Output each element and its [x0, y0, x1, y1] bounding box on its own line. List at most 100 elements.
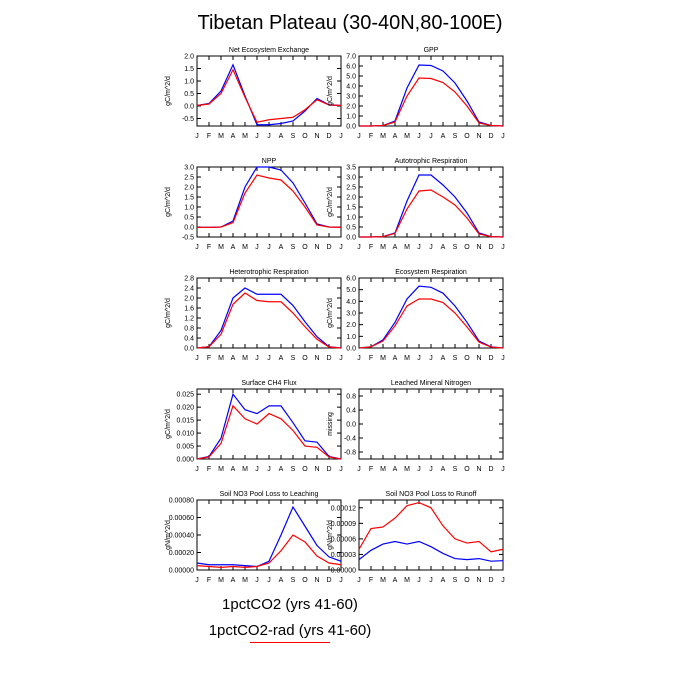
- x-tick-label: M: [218, 466, 224, 473]
- y-tick-label: 1.0: [346, 114, 356, 121]
- plot-frame: [196, 55, 342, 127]
- x-tick-label: J: [357, 466, 361, 473]
- x-tick-label: J: [417, 244, 421, 251]
- x-tick-label: J: [339, 355, 343, 362]
- series-line-red: [359, 77, 504, 127]
- x-tick-label: F: [207, 577, 211, 584]
- y-tick-label: 3.0: [346, 311, 356, 318]
- x-tick-label: M: [380, 244, 386, 251]
- x-tick-label: S: [453, 244, 458, 251]
- x-tick-label: J: [339, 466, 343, 473]
- x-tick-label: S: [291, 577, 296, 584]
- y-tick-label: 0.00060: [169, 515, 194, 522]
- x-tick-label: A: [279, 133, 284, 140]
- y-tick-label: 0.000: [176, 457, 194, 464]
- x-tick-label: A: [279, 466, 284, 473]
- x-tick-label: J: [357, 133, 361, 140]
- x-tick-label: J: [255, 577, 259, 584]
- x-tick-label: D: [488, 244, 493, 251]
- plot-frame: [358, 277, 504, 349]
- series-line-blue: [196, 392, 342, 460]
- y-tick-label: 0.00000: [169, 568, 194, 575]
- x-tick-label: M: [380, 466, 386, 473]
- y-tick-label: 0.010: [176, 431, 194, 438]
- x-tick-label: J: [267, 577, 271, 584]
- x-tick-label: J: [417, 133, 421, 140]
- series-line-red: [358, 501, 504, 553]
- x-tick-label: S: [453, 466, 458, 473]
- x-tick-label: O: [302, 244, 308, 251]
- x-tick-label: S: [291, 133, 296, 140]
- x-tick-label: N: [314, 133, 319, 140]
- y-tick-label: -0.5: [182, 235, 194, 242]
- y-axis-label: gC/m^2/d: [165, 409, 172, 439]
- y-tick-label: 2.4: [184, 286, 194, 293]
- x-tick-label: A: [441, 355, 446, 362]
- x-tick-label: M: [380, 133, 386, 140]
- panel-10: Soil NO3 Pool Loss to Runoff 0.00012 0.000…: [327, 491, 505, 584]
- y-tick-label: 3.5: [346, 165, 356, 172]
- panel-1: Net Ecosystem Exchange 2.0 1.5 1.0 0.5 0.0 -0.…: [165, 47, 343, 140]
- panel-title: Heterotrophic Respiration: [229, 269, 308, 276]
- x-tick-label: J: [195, 355, 199, 362]
- y-tick-label: 0.00006: [331, 536, 356, 543]
- x-tick-label: M: [218, 244, 224, 251]
- x-tick-label: A: [441, 244, 446, 251]
- y-tick-label: 1.0: [184, 79, 194, 86]
- y-tick-label: 0.00009: [331, 521, 356, 528]
- x-tick-label: A: [393, 355, 398, 362]
- x-tick-label: J: [195, 466, 199, 473]
- x-tick-label: M: [242, 577, 248, 584]
- x-tick-label: A: [441, 466, 446, 473]
- x-tick-label: J: [267, 355, 271, 362]
- y-tick-label: 2.5: [346, 185, 356, 192]
- x-tick-label: S: [453, 133, 458, 140]
- panel-4: Autotrophic Respiration 3.5 3.0 2.5 2.0 1.5 1.…: [327, 158, 505, 251]
- plot-frame: [196, 499, 342, 571]
- x-tick-label: O: [464, 244, 470, 251]
- x-tick-label: M: [404, 133, 410, 140]
- y-tick-label: 3.0: [346, 94, 356, 101]
- legend-entry-1pctco2-rad: 1pctCO2-rad (yrs 41-60): [208, 622, 372, 639]
- panel-6: Ecosystem Respiration 6.0 5.0 4.0 3.0 2.0 1.0 0…: [327, 269, 505, 362]
- x-tick-label: J: [501, 466, 505, 473]
- x-tick-label: F: [369, 133, 373, 140]
- x-tick-label: D: [488, 355, 493, 362]
- series-line-red: [359, 189, 504, 238]
- y-tick-label: 0.5: [346, 225, 356, 232]
- x-tick-label: J: [429, 355, 433, 362]
- x-tick-label: A: [279, 244, 284, 251]
- y-tick-label: 6.0: [346, 64, 356, 71]
- x-tick-label: M: [380, 577, 386, 584]
- y-tick-label: 0.0: [184, 346, 194, 353]
- x-tick-label: D: [488, 577, 493, 584]
- series-line-blue: [358, 540, 504, 562]
- x-tick-label: A: [393, 466, 398, 473]
- y-tick-label: 0.8: [184, 326, 194, 333]
- plot-frame: [358, 55, 504, 127]
- x-tick-label: J: [501, 244, 505, 251]
- series-line-red: [197, 174, 342, 228]
- plot-frame: [358, 388, 504, 460]
- panel-title: Net Ecosystem Exchange: [229, 47, 309, 54]
- y-axis-label: gN/m^2/d: [165, 520, 172, 550]
- x-tick-label: S: [291, 244, 296, 251]
- series-line-red: [196, 292, 342, 349]
- series-line-red: [358, 298, 504, 349]
- x-tick-label: D: [326, 244, 331, 251]
- x-tick-label: F: [207, 133, 211, 140]
- x-tick-label: O: [302, 355, 308, 362]
- x-tick-label: N: [314, 355, 319, 362]
- panel-title: Ecosystem Respiration: [395, 269, 467, 276]
- series-line-red: [196, 534, 342, 568]
- y-axis-label: gC/m^2/d: [327, 76, 334, 106]
- y-tick-label: 1.0: [346, 334, 356, 341]
- y-axis-label: gC/m^2/d: [165, 187, 172, 217]
- y-tick-label: 0.5: [184, 91, 194, 98]
- figure-title: Tibetan Plateau (30-40N,80-100E): [197, 12, 503, 34]
- series-line-blue: [196, 287, 342, 349]
- y-tick-label: 0.0: [346, 346, 356, 353]
- y-tick-label: 0.0: [346, 124, 356, 131]
